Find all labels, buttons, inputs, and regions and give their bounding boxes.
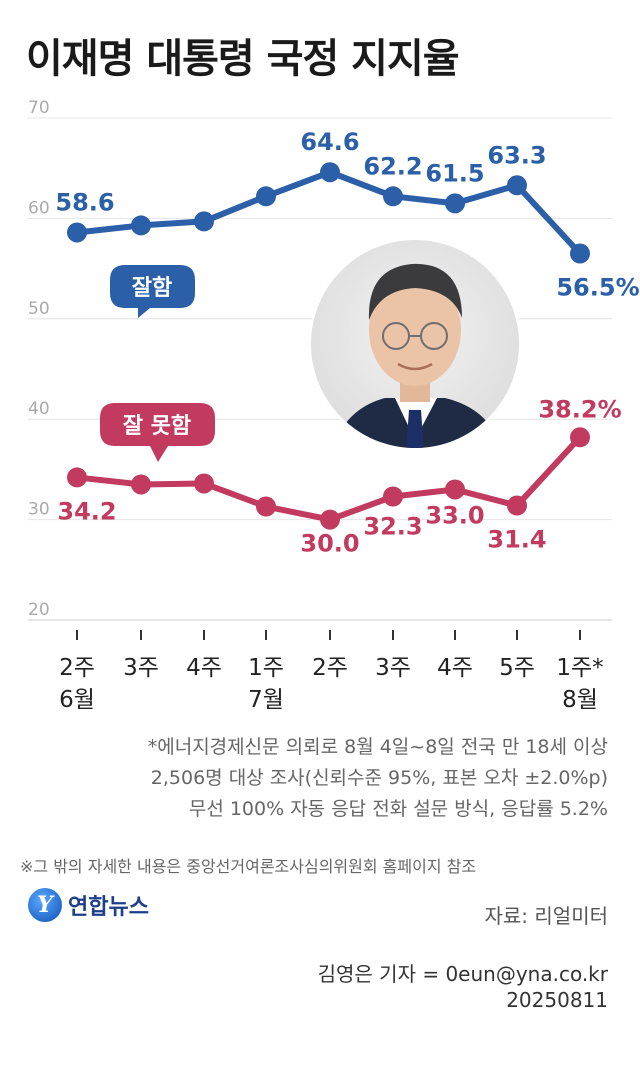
y-tick-label: 40 bbox=[28, 399, 50, 419]
data-label: 34.2 bbox=[57, 497, 116, 525]
y-tick-label: 30 bbox=[28, 500, 50, 520]
callout-bad: 잘 못함 bbox=[100, 403, 215, 462]
data-point bbox=[320, 162, 340, 183]
x-tick-label: 2주 bbox=[312, 655, 348, 681]
x-tick-label: 1주* bbox=[556, 655, 603, 681]
portrait-photo bbox=[309, 238, 521, 450]
x-tick-label: 5주 bbox=[499, 655, 535, 681]
data-label: 61.5 bbox=[425, 159, 484, 187]
y-tick-label: 60 bbox=[28, 198, 50, 218]
data-label: 56.5% bbox=[556, 274, 639, 302]
data-point bbox=[445, 193, 465, 214]
data-point bbox=[507, 175, 527, 196]
survey-note-line: *에너지경제신문 의뢰로 8월 4일~8일 전국 만 18세 이상 bbox=[147, 736, 608, 758]
data-point bbox=[507, 495, 527, 516]
x-tick-label: 3주 bbox=[123, 655, 159, 681]
data-point bbox=[67, 222, 87, 243]
x-tick-label: 3주 bbox=[375, 655, 411, 681]
footnote: ※그 밖의 자세한 내용은 중앙선거여론조사심의위원회 홈페이지 참조 bbox=[20, 857, 477, 876]
x-month-label: 6월 bbox=[59, 687, 95, 713]
survey-note-line: 2,506명 대상 조사(신뢰수준 95%, 표본 오차 ±2.0%p) bbox=[150, 767, 608, 789]
data-label: 31.4 bbox=[487, 526, 546, 554]
data-point bbox=[570, 243, 590, 264]
data-point bbox=[256, 496, 276, 517]
line-chart: 20 30 40 50 60 70 잘함 잘 못함 58.6 64.662.2 61.563.… bbox=[28, 98, 640, 713]
data-point bbox=[131, 474, 151, 495]
data-label: 38.2% bbox=[538, 395, 621, 423]
yonhap-logo-text: 연합뉴스 bbox=[68, 895, 149, 920]
survey-note-line: 무선 100% 자동 응답 전화 설문 방식, 응답률 5.2% bbox=[188, 798, 608, 820]
legend-good-label: 잘함 bbox=[132, 276, 172, 301]
data-point bbox=[194, 211, 214, 232]
x-tick-label: 2주 bbox=[59, 655, 95, 681]
data-label: 30.0 bbox=[300, 530, 359, 558]
data-label: 33.0 bbox=[425, 501, 484, 529]
data-point bbox=[131, 215, 151, 236]
survey-note: *에너지경제신문 의뢰로 8월 4일~8일 전국 만 18세 이상 2,506명… bbox=[148, 732, 608, 825]
data-label: 62.2 bbox=[363, 152, 422, 180]
data-label: 32.3 bbox=[363, 513, 422, 541]
x-month-label: 7월 bbox=[248, 687, 284, 713]
data-point bbox=[383, 486, 403, 507]
x-tick-label: 4주 bbox=[186, 655, 222, 681]
legend-bad-label: 잘 못함 bbox=[123, 414, 191, 439]
data-point bbox=[570, 427, 590, 448]
data-label: 64.6 bbox=[300, 128, 359, 156]
x-tick-label: 1주 bbox=[248, 655, 284, 681]
y-tick-label: 20 bbox=[28, 600, 50, 620]
data-point bbox=[256, 186, 276, 207]
y-tick-label: 70 bbox=[28, 98, 50, 118]
data-point bbox=[320, 509, 340, 530]
data-label: 58.6 bbox=[55, 188, 114, 216]
data-point bbox=[67, 467, 87, 488]
data-point bbox=[194, 473, 214, 494]
x-tick-label: 4주 bbox=[437, 655, 473, 681]
series-line-good bbox=[74, 169, 583, 257]
callout-good: 잘함 bbox=[110, 265, 195, 318]
publish-date: 20250811 bbox=[506, 988, 608, 1012]
yonhap-logo: Y 연합뉴스 bbox=[28, 888, 149, 922]
yonhap-logo-icon: Y bbox=[28, 888, 62, 922]
reporter-credit: 김영은 기자 = 0eun@yna.co.kr bbox=[317, 962, 608, 986]
source-credit: 자료: 리얼미터 bbox=[484, 904, 609, 928]
data-point bbox=[383, 186, 403, 207]
y-tick-label: 50 bbox=[28, 299, 50, 319]
x-month-label: 8월 bbox=[562, 687, 598, 713]
data-label: 63.3 bbox=[487, 141, 546, 169]
chart-title: 이재명 대통령 국정 지지율 bbox=[26, 36, 460, 82]
data-point bbox=[445, 479, 465, 500]
